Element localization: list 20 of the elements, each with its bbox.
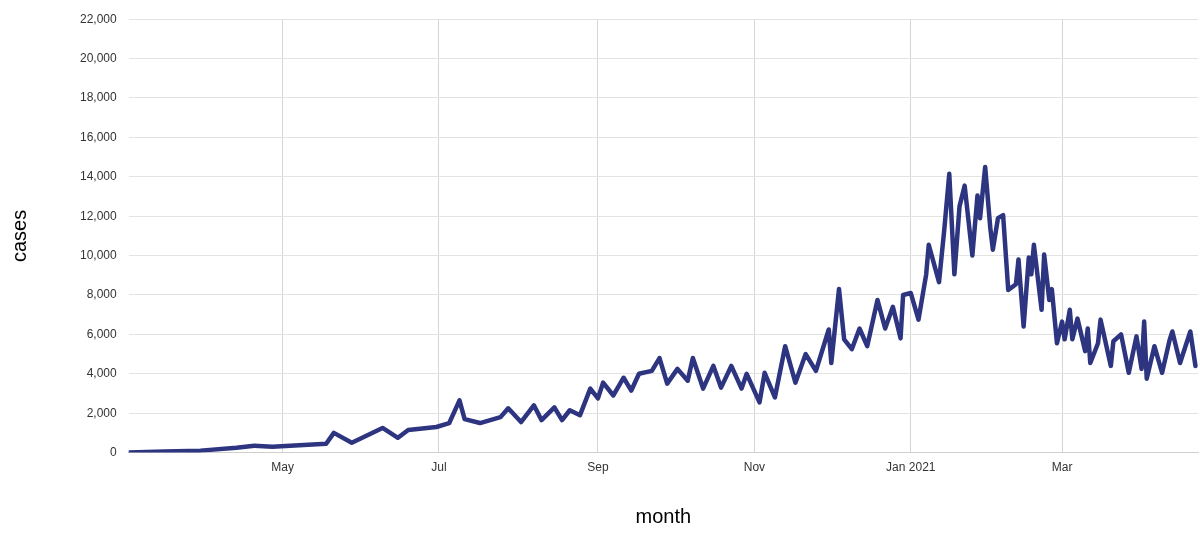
y-tick-label: 6,000 (86, 326, 118, 341)
y-tick-label: 20,000 (80, 50, 118, 65)
y-tick-label: 18,000 (80, 90, 118, 105)
y-tick-label: 14,000 (80, 169, 118, 184)
x-tick-label: Jul (431, 460, 447, 475)
x-tick-label: Nov (743, 460, 766, 475)
x-axis-title: month (635, 504, 692, 527)
x-tick-label: Sep (587, 460, 609, 475)
x-tick-label: Mar (1051, 460, 1073, 475)
y-axis-title: cases (7, 209, 30, 263)
y-tick-label: 2,000 (86, 405, 118, 420)
y-tick-label: 22,000 (80, 11, 118, 26)
x-tick-label: Jan 2021 (886, 460, 936, 475)
y-tick-label: 10,000 (80, 247, 118, 262)
x-tick-label: May (271, 460, 294, 475)
y-tick-label: 0 (110, 444, 118, 459)
y-tick-label: 12,000 (80, 208, 118, 223)
y-tick-label: 8,000 (86, 287, 118, 302)
y-tick-label: 16,000 (80, 129, 118, 144)
y-tick-label: 4,000 (86, 366, 118, 381)
